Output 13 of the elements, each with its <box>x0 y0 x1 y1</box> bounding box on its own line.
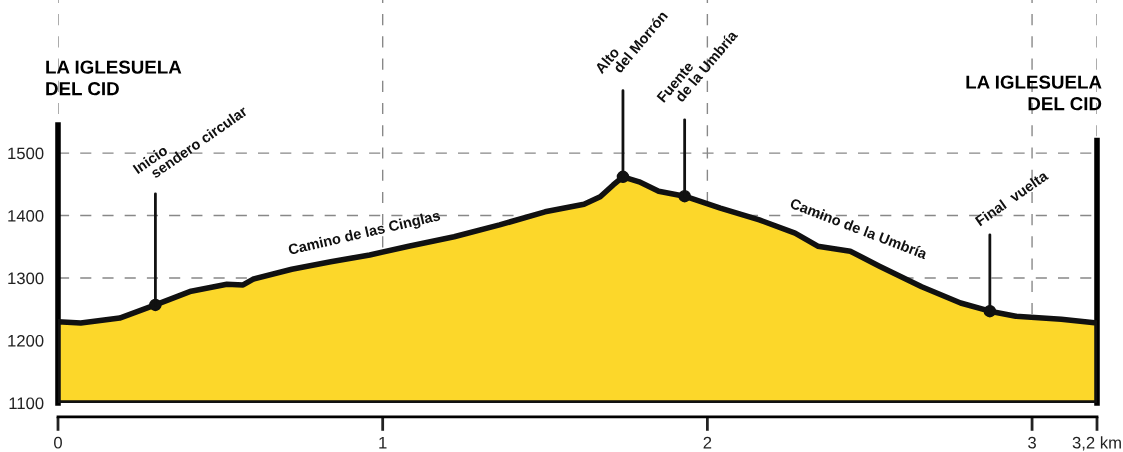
y-tick-label: 1100 <box>9 397 44 410</box>
y-tick-label: 1300 <box>8 272 44 285</box>
annotation: Camino de las Cinglas <box>287 209 442 258</box>
x-tick-label: 2 <box>703 436 712 449</box>
x-tick-label: 1 <box>379 436 387 449</box>
y-tick-label: 1400 <box>8 209 44 222</box>
y-tick-label: 1500 <box>8 147 44 160</box>
x-tick-label: 3,2 km <box>1072 436 1121 451</box>
annotation: LA IGLESUELA DEL CID <box>46 60 182 96</box>
annotation: LA IGLESUELA DEL CID <box>966 75 1102 111</box>
x-tick-label: 3 <box>1028 436 1036 449</box>
x-tick-label: 0 <box>54 436 62 449</box>
y-tick-label: 1200 <box>8 334 44 347</box>
